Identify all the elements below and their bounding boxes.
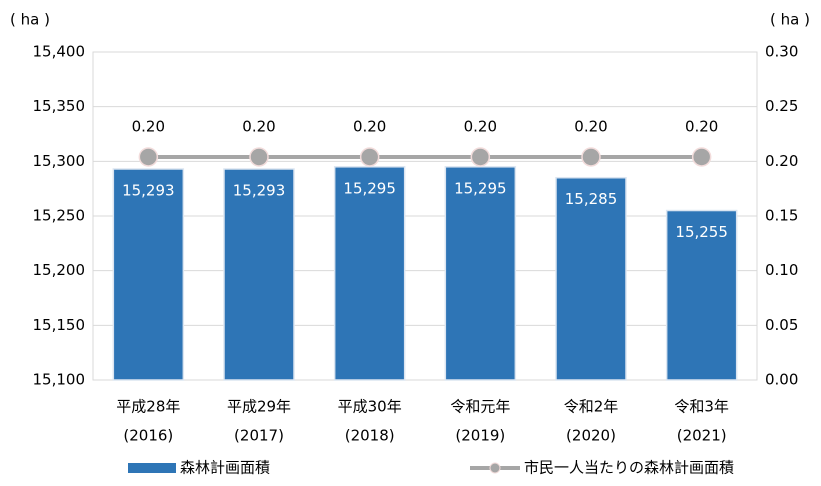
bar xyxy=(223,168,295,381)
line-value-label: 0.20 xyxy=(685,117,718,135)
line-marker xyxy=(249,147,269,167)
line-marker xyxy=(470,147,491,167)
y2-tick-label: 0.00 xyxy=(765,371,798,389)
y-tick-label: 15,400 xyxy=(33,43,86,61)
line-value-label: 0.20 xyxy=(353,117,386,135)
bar-value-label: 15,295 xyxy=(454,179,507,197)
line-value-label: 0.20 xyxy=(574,117,607,135)
y2-axis-label: ( ha ) xyxy=(770,11,810,29)
x-tick-label: 令和2年 xyxy=(564,398,619,416)
x-tick-label: 平成30年 xyxy=(338,398,402,416)
bar xyxy=(665,209,738,381)
line-value-label: 0.20 xyxy=(464,117,497,135)
x-tick-sublabel: (2018) xyxy=(345,427,395,445)
legend-swatch xyxy=(128,463,176,473)
y-tick-label: 15,350 xyxy=(33,97,86,115)
bar xyxy=(555,176,627,381)
legend-label: 市民一人当たりの森林計画面積 xyxy=(524,459,734,477)
x-tick-label: 平成29年 xyxy=(227,398,291,416)
bar-value-label: 15,293 xyxy=(233,181,286,199)
bar xyxy=(444,166,517,381)
y2-tick-label: 0.10 xyxy=(765,261,798,279)
y2-tick-label: 0.20 xyxy=(765,152,798,170)
bar xyxy=(112,168,185,381)
y-axis-label: ( ha ) xyxy=(10,11,50,29)
x-tick-sublabel: (2021) xyxy=(677,427,727,445)
line-marker xyxy=(691,147,712,167)
y-tick-label: 15,250 xyxy=(33,207,86,225)
y2-tick-label: 0.30 xyxy=(765,43,798,61)
x-tick-sublabel: (2019) xyxy=(455,427,505,445)
bar xyxy=(333,166,406,381)
x-tick-label: 平成28年 xyxy=(116,398,180,416)
bar-value-label: 15,295 xyxy=(343,179,396,197)
line-marker xyxy=(359,147,380,167)
line-marker xyxy=(138,147,159,167)
x-tick-label: 令和3年 xyxy=(674,398,729,416)
line-marker xyxy=(581,147,601,167)
y2-tick-label: 0.15 xyxy=(765,207,798,225)
y-tick-label: 15,150 xyxy=(33,316,86,334)
x-tick-sublabel: (2020) xyxy=(566,427,616,445)
y-tick-label: 15,200 xyxy=(33,261,86,279)
x-tick-sublabel: (2017) xyxy=(234,427,284,445)
x-tick-sublabel: (2016) xyxy=(123,427,173,445)
y2-tick-label: 0.05 xyxy=(765,316,798,334)
y-tick-label: 15,300 xyxy=(33,152,86,170)
legend-label: 森林計画面積 xyxy=(180,459,270,477)
bar-value-label: 15,255 xyxy=(675,223,728,241)
legend-marker xyxy=(489,462,501,474)
bar-value-label: 15,293 xyxy=(122,181,175,199)
y-tick-label: 15,100 xyxy=(33,371,86,389)
bar-value-label: 15,285 xyxy=(565,190,618,208)
y2-tick-label: 0.25 xyxy=(765,97,798,115)
x-tick-label: 令和元年 xyxy=(450,398,510,416)
line-value-label: 0.20 xyxy=(132,117,165,135)
line-value-label: 0.20 xyxy=(242,117,275,135)
